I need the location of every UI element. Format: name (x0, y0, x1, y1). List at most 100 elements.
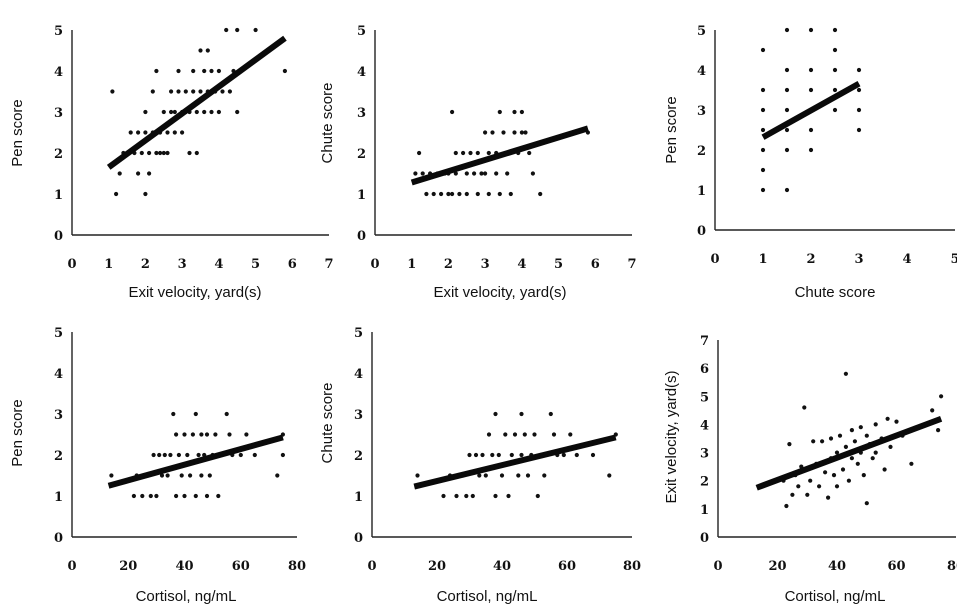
x-tick-label: 6 (288, 257, 297, 272)
data-point (213, 432, 218, 437)
data-point (136, 130, 141, 135)
data-point (140, 493, 145, 499)
x-tick-label: 80 (947, 559, 957, 574)
x-tick-label: 0 (713, 559, 722, 574)
x-tick-label: 60 (887, 559, 905, 574)
data-point (808, 478, 813, 483)
x-tick-label: 3 (481, 257, 490, 272)
x-tick-label: 40 (493, 559, 511, 574)
data-point (468, 150, 473, 156)
data-point (110, 89, 115, 94)
data-point (855, 461, 860, 466)
x-axis-label: Cortisol, ng/mL (785, 588, 886, 605)
data-point (527, 150, 532, 156)
data-point (832, 27, 838, 33)
data-point (154, 68, 159, 74)
x-tick-label: 2 (806, 252, 815, 267)
data-point (185, 452, 190, 458)
data-point (522, 432, 527, 437)
data-point (470, 493, 475, 499)
x-axis-label: Exit velocity, yard(s) (433, 284, 566, 301)
data-point (150, 89, 155, 94)
data-point (154, 493, 159, 499)
data-point (136, 171, 141, 176)
data-point (194, 109, 199, 115)
data-point (424, 191, 429, 197)
data-point (161, 109, 166, 115)
data-point (191, 68, 196, 74)
x-tick-label: 5 (554, 257, 563, 272)
data-point (280, 452, 285, 458)
y-axis-label: Chute score (319, 83, 336, 164)
data-point (501, 130, 506, 135)
data-point (235, 27, 240, 33)
data-point (176, 68, 181, 74)
data-point (936, 428, 941, 433)
x-tick-label: 0 (370, 257, 379, 272)
x-tick-label: 4 (517, 257, 526, 272)
data-point (486, 191, 491, 197)
data-point (834, 484, 840, 489)
data-point (441, 493, 446, 499)
data-point (159, 473, 165, 478)
data-point (523, 130, 528, 135)
data-point (832, 47, 838, 53)
y-tick-label: 5 (700, 390, 709, 405)
data-point (191, 89, 196, 94)
data-point (220, 89, 225, 94)
data-point (227, 89, 232, 94)
data-point (275, 473, 280, 478)
data-point (461, 150, 466, 156)
data-point (475, 191, 480, 197)
data-point (117, 171, 122, 176)
data-point (909, 461, 914, 466)
data-point (784, 127, 790, 133)
data-point (856, 87, 862, 93)
y-tick-label: 1 (354, 490, 363, 505)
data-point (139, 150, 144, 156)
data-point (497, 191, 502, 197)
data-point (784, 503, 789, 509)
data-point (837, 433, 843, 438)
y-tick-label: 2 (54, 449, 63, 464)
y-tick-label: 3 (354, 408, 363, 423)
data-point (808, 87, 814, 93)
data-point (415, 473, 420, 478)
data-point (199, 473, 204, 478)
y-tick-label: 3 (54, 106, 63, 121)
x-tick-label: 4 (214, 257, 223, 272)
data-point (165, 150, 170, 156)
x-axis-label: Chute score (795, 284, 876, 301)
data-point (457, 191, 462, 197)
x-tick-label: 1 (104, 257, 113, 272)
data-point (198, 48, 203, 53)
data-point (193, 493, 198, 499)
data-point (413, 171, 418, 176)
y-tick-label: 4 (54, 367, 63, 382)
data-point (870, 456, 875, 461)
data-point (525, 473, 531, 478)
data-point (454, 493, 459, 499)
data-point (538, 191, 543, 197)
y-tick-label: 3 (700, 447, 709, 462)
data-point (574, 452, 579, 458)
data-point (843, 371, 849, 376)
data-point (864, 501, 869, 506)
data-point (490, 452, 495, 458)
x-tick-label: 1 (758, 252, 767, 267)
data-point (244, 432, 249, 437)
y-tick-label: 0 (700, 531, 709, 546)
data-point (450, 109, 455, 115)
data-point (820, 439, 825, 444)
data-point (846, 478, 852, 483)
y-tick-label: 0 (697, 224, 706, 239)
data-point (828, 436, 834, 441)
y-tick-label: 1 (54, 490, 63, 505)
y-tick-label: 7 (700, 334, 709, 349)
data-point (832, 87, 838, 93)
data-point (512, 109, 517, 115)
scatter-panel-2: 0 1 2 3 4 5 0 1 2 3 4 5 6 7 Exit velocity, yard(s) Chut… (319, 24, 637, 301)
data-point (590, 452, 596, 458)
data-point (169, 89, 174, 94)
